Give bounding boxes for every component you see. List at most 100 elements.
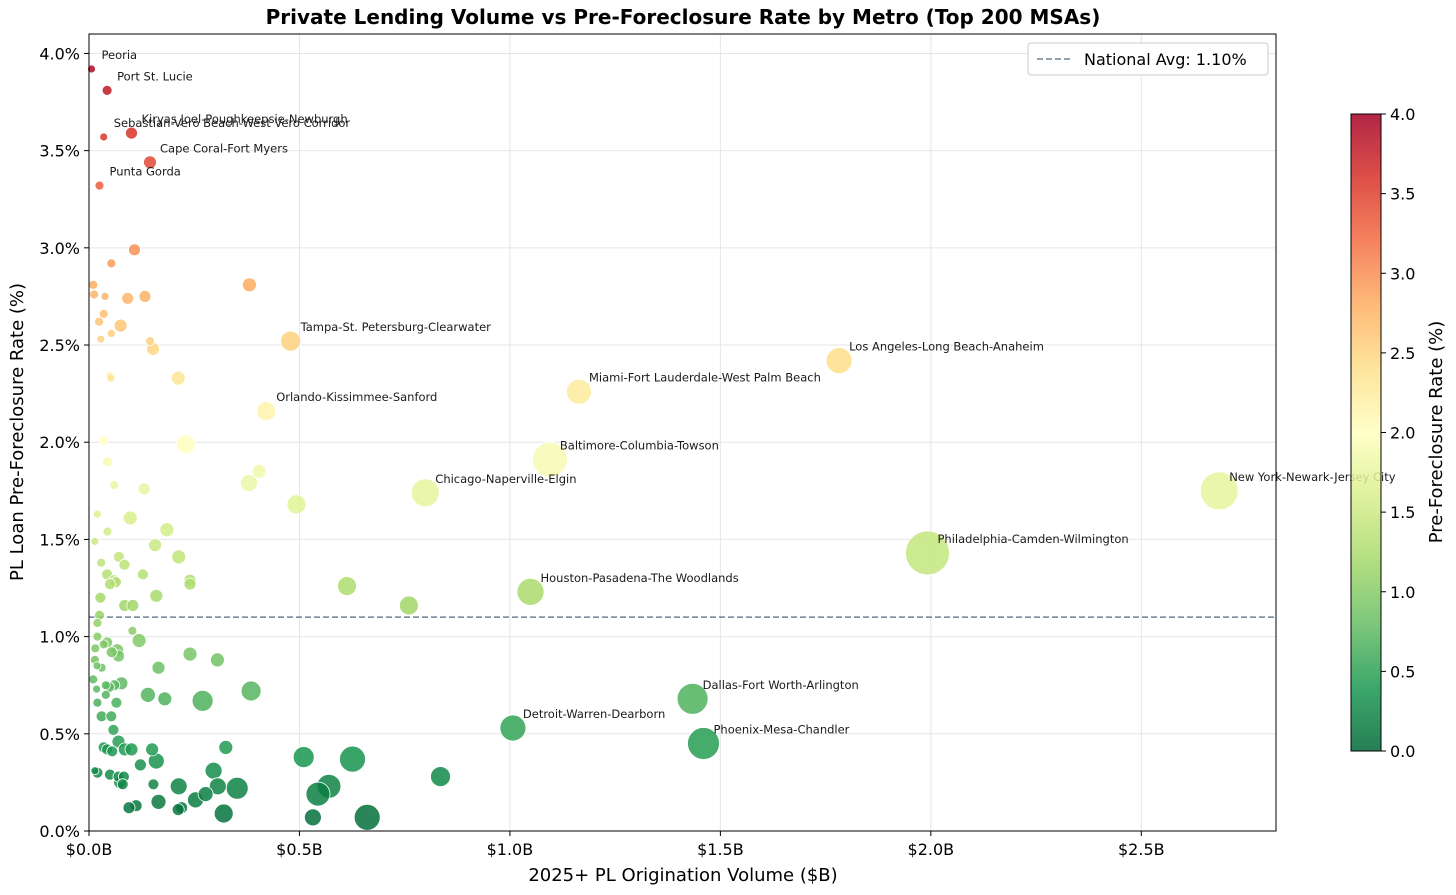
data-point (213, 803, 234, 824)
data-point (124, 742, 139, 757)
x-tick-label: $0.5B (276, 840, 323, 859)
data-point (204, 761, 223, 780)
colorbar-tick-label: 2.5 (1390, 344, 1415, 363)
data-point (171, 803, 185, 816)
data-point (150, 793, 167, 810)
data-point (100, 680, 111, 691)
y-tick-label: 4.0% (39, 44, 80, 63)
y-tick-label: 1.5% (39, 530, 80, 549)
data-point (225, 776, 249, 800)
colorbar-tick-label: 0.0 (1390, 742, 1415, 761)
data-point (102, 456, 113, 468)
data-point (98, 435, 109, 446)
colorbar-tick-label: 3.5 (1390, 185, 1415, 204)
data-point (240, 680, 262, 702)
point-annotation: Chicago-Naperville-Elgin (435, 472, 576, 486)
data-point (251, 463, 267, 479)
data-point (410, 478, 440, 508)
data-point (905, 530, 950, 576)
legend: National Avg: 1.10% (1027, 42, 1269, 76)
x-tick-label: $1.5B (697, 840, 744, 859)
x-tick-label: $0.0B (66, 840, 113, 859)
x-tick-label: $2.0B (908, 840, 955, 859)
data-point (197, 786, 214, 802)
data-point (127, 625, 138, 636)
data-point (94, 316, 104, 327)
data-point (105, 646, 118, 659)
data-point (106, 373, 116, 383)
data-point (102, 526, 113, 537)
data-point (139, 687, 156, 703)
chart-title: Private Lending Volume vs Pre-Foreclosur… (266, 5, 1101, 29)
point-annotation: Peoria (102, 48, 138, 62)
point-annotation: Detroit-Warren-Dearborn (523, 707, 665, 721)
point-annotation: Dallas-Fort Worth-Arlington (703, 678, 859, 692)
y-tick-label: 3.5% (39, 142, 80, 161)
data-point (118, 558, 131, 571)
data-point (94, 180, 105, 191)
x-tick-label: $1.0B (487, 840, 534, 859)
point-annotation: Kiryas Joel-Poughkeepsie-Newburgh (142, 112, 348, 126)
data-point (109, 480, 120, 490)
data-point (98, 639, 109, 650)
point-annotation: Miami-Fort Lauderdale-West Palm Beach (589, 371, 821, 385)
data-point (106, 745, 119, 758)
data-point (303, 808, 322, 827)
data-point (137, 482, 151, 496)
data-point (280, 330, 302, 352)
data-point (209, 652, 225, 668)
data-point (499, 714, 527, 742)
data-point (149, 588, 164, 603)
colorbar-tick-label: 0.5 (1390, 662, 1415, 681)
data-point (110, 696, 123, 709)
data-point (305, 781, 331, 807)
y-axis-label: PL Loan Pre-Foreclosure Rate (%) (7, 283, 28, 581)
data-points (87, 64, 1239, 831)
data-point (98, 308, 109, 319)
data-point (92, 684, 101, 694)
data-point (94, 591, 107, 604)
data-point (430, 766, 451, 787)
data-point (105, 710, 118, 723)
data-point (90, 766, 100, 776)
data-point (171, 549, 187, 565)
colorbar-tick-label: 1.0 (1390, 583, 1415, 602)
colorbar: 0.0 0.5 1.0 1.5 2.0 2.5 3.0 3.5 4.0 Pre-Foreclos… (1350, 105, 1447, 761)
data-point (516, 578, 545, 606)
data-point (96, 557, 107, 568)
colorbar-tick-label: 2.0 (1390, 424, 1415, 443)
data-point (122, 801, 136, 815)
data-point (145, 336, 155, 347)
point-annotation: Baltimore-Columbia-Towson (560, 439, 719, 453)
point-annotation: Port St. Lucie (117, 69, 193, 83)
data-point (256, 401, 277, 422)
data-point (148, 538, 163, 553)
data-point (133, 758, 147, 772)
data-point (292, 746, 315, 768)
data-point (116, 778, 129, 791)
data-point (96, 334, 106, 344)
data-point (138, 289, 152, 303)
data-point (687, 727, 720, 760)
data-point (286, 494, 307, 515)
colorbar-tick-label: 3.0 (1390, 264, 1415, 283)
data-point (151, 660, 166, 675)
data-point (131, 633, 147, 648)
data-point (143, 155, 157, 170)
y-tick-label: 0.0% (39, 822, 80, 841)
x-axis-ticks: $0.0B $0.5B $1.0B $1.5B $2.0B $2.5B (66, 831, 1165, 859)
data-point (104, 578, 116, 590)
plot-frame (88, 33, 1277, 832)
point-annotation: Houston-Pasadena-The Woodlands (541, 571, 739, 585)
data-point (170, 370, 186, 386)
data-point (183, 577, 197, 591)
x-axis-label: 2025+ PL Origination Volume ($B) (528, 865, 837, 886)
point-annotation: Punta Gorda (110, 165, 181, 179)
data-point (175, 434, 196, 455)
point-annotation: Cape Coral-Fort Myers (160, 141, 288, 155)
x-tick-label: $2.5B (1118, 840, 1165, 859)
data-point (208, 777, 227, 796)
colorbar-ticks: 0.0 0.5 1.0 1.5 2.0 2.5 3.0 3.5 4.0 (1381, 105, 1415, 761)
data-point (107, 724, 120, 736)
